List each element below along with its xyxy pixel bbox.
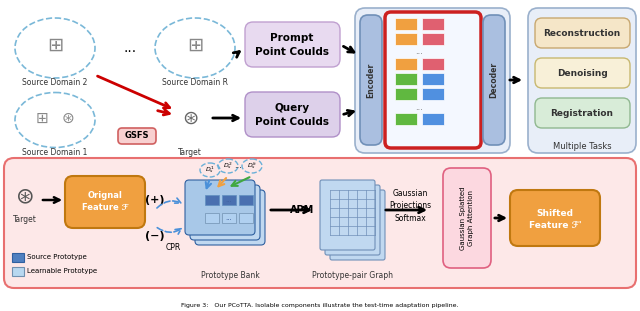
Text: Orignal: Orignal [88,192,122,201]
FancyBboxPatch shape [65,176,145,228]
FancyBboxPatch shape [355,8,510,153]
Bar [12,253,24,262]
Text: ...: ... [124,41,136,55]
Text: Gaussian
Projections
Softmax: Gaussian Projections Softmax [389,189,431,223]
Text: Figure 3:   Our PCoTTA. Isolable components illustrate the test-time adaptation : Figure 3: Our PCoTTA. Isolable component… [181,303,459,308]
FancyBboxPatch shape [185,180,255,235]
Text: Learnable Prototype: Learnable Prototype [27,268,97,274]
Text: Feature ℱ': Feature ℱ' [529,221,581,230]
Text: ...: ... [226,215,232,221]
Text: Decoder: Decoder [490,62,499,98]
Text: ⊞: ⊞ [187,35,203,54]
Text: Registration: Registration [550,109,614,118]
Bar [422,88,444,100]
Text: Prompt: Prompt [270,33,314,43]
Text: Reconstruction: Reconstruction [543,29,621,38]
Bar [222,195,236,205]
Text: $D_s^1$: $D_s^1$ [205,165,215,175]
FancyBboxPatch shape [245,22,340,67]
Text: Multiple Tasks: Multiple Tasks [553,142,611,151]
Text: Source Prototype: Source Prototype [27,254,87,260]
FancyBboxPatch shape [483,15,505,145]
Text: (−): (−) [145,231,165,241]
Bar [422,113,444,125]
Bar [239,213,253,223]
Bar [395,58,417,70]
FancyBboxPatch shape [535,58,630,88]
Text: Target: Target [178,148,202,157]
Text: Encoder: Encoder [367,63,376,98]
Text: Source Domain R: Source Domain R [162,78,228,87]
Text: ⊞: ⊞ [47,35,63,54]
Bar [422,33,444,45]
FancyBboxPatch shape [535,18,630,48]
Text: Point Coulds: Point Coulds [255,47,329,57]
Bar [395,113,417,125]
Text: ⊞: ⊞ [36,110,49,126]
Bar [239,195,253,205]
FancyBboxPatch shape [385,12,481,148]
Text: Gaussian Splatted
Graph Attention: Gaussian Splatted Graph Attention [460,186,474,250]
Text: ...: ... [226,197,232,203]
Text: Query: Query [275,103,310,113]
FancyBboxPatch shape [360,15,382,145]
Text: ⊛: ⊛ [61,110,74,126]
Text: ...: ... [234,161,242,170]
FancyBboxPatch shape [245,92,340,137]
FancyBboxPatch shape [325,185,380,255]
Text: $D_s^{lt}$: $D_s^{lt}$ [247,160,257,171]
Text: ...: ... [415,48,423,57]
Bar [222,213,236,223]
Text: APM: APM [290,205,314,215]
Text: (+): (+) [145,195,164,205]
FancyBboxPatch shape [320,180,375,250]
Text: Source Domain 1: Source Domain 1 [22,148,88,157]
Bar [395,88,417,100]
Text: CPR: CPR [165,244,180,253]
Bar [395,33,417,45]
Text: ⊛: ⊛ [182,109,198,128]
Text: Feature ℱ: Feature ℱ [82,203,128,212]
Text: Prototype Bank: Prototype Bank [200,272,259,281]
FancyBboxPatch shape [190,185,260,240]
Bar [422,73,444,85]
Text: Prototype-pair Graph: Prototype-pair Graph [312,272,392,281]
FancyBboxPatch shape [443,168,491,268]
Text: ⊛: ⊛ [16,186,35,206]
Bar [422,58,444,70]
FancyBboxPatch shape [330,190,385,260]
Text: Denoising: Denoising [557,68,607,77]
Text: GSFS: GSFS [125,132,149,141]
FancyBboxPatch shape [535,98,630,128]
Text: $D_s^2$: $D_s^2$ [223,160,233,171]
FancyBboxPatch shape [4,158,636,288]
Bar [422,18,444,30]
Bar [205,213,219,223]
Text: Point Coulds: Point Coulds [255,117,329,127]
Text: ...: ... [415,103,423,112]
Bar [12,267,24,276]
Bar [395,73,417,85]
FancyBboxPatch shape [510,190,600,246]
FancyBboxPatch shape [528,8,636,153]
FancyBboxPatch shape [118,128,156,144]
Bar [205,195,219,205]
Text: Target: Target [13,216,37,225]
Text: Source Domain 2: Source Domain 2 [22,78,88,87]
Bar [395,18,417,30]
FancyBboxPatch shape [195,190,265,245]
Text: Shifted: Shifted [536,208,573,217]
